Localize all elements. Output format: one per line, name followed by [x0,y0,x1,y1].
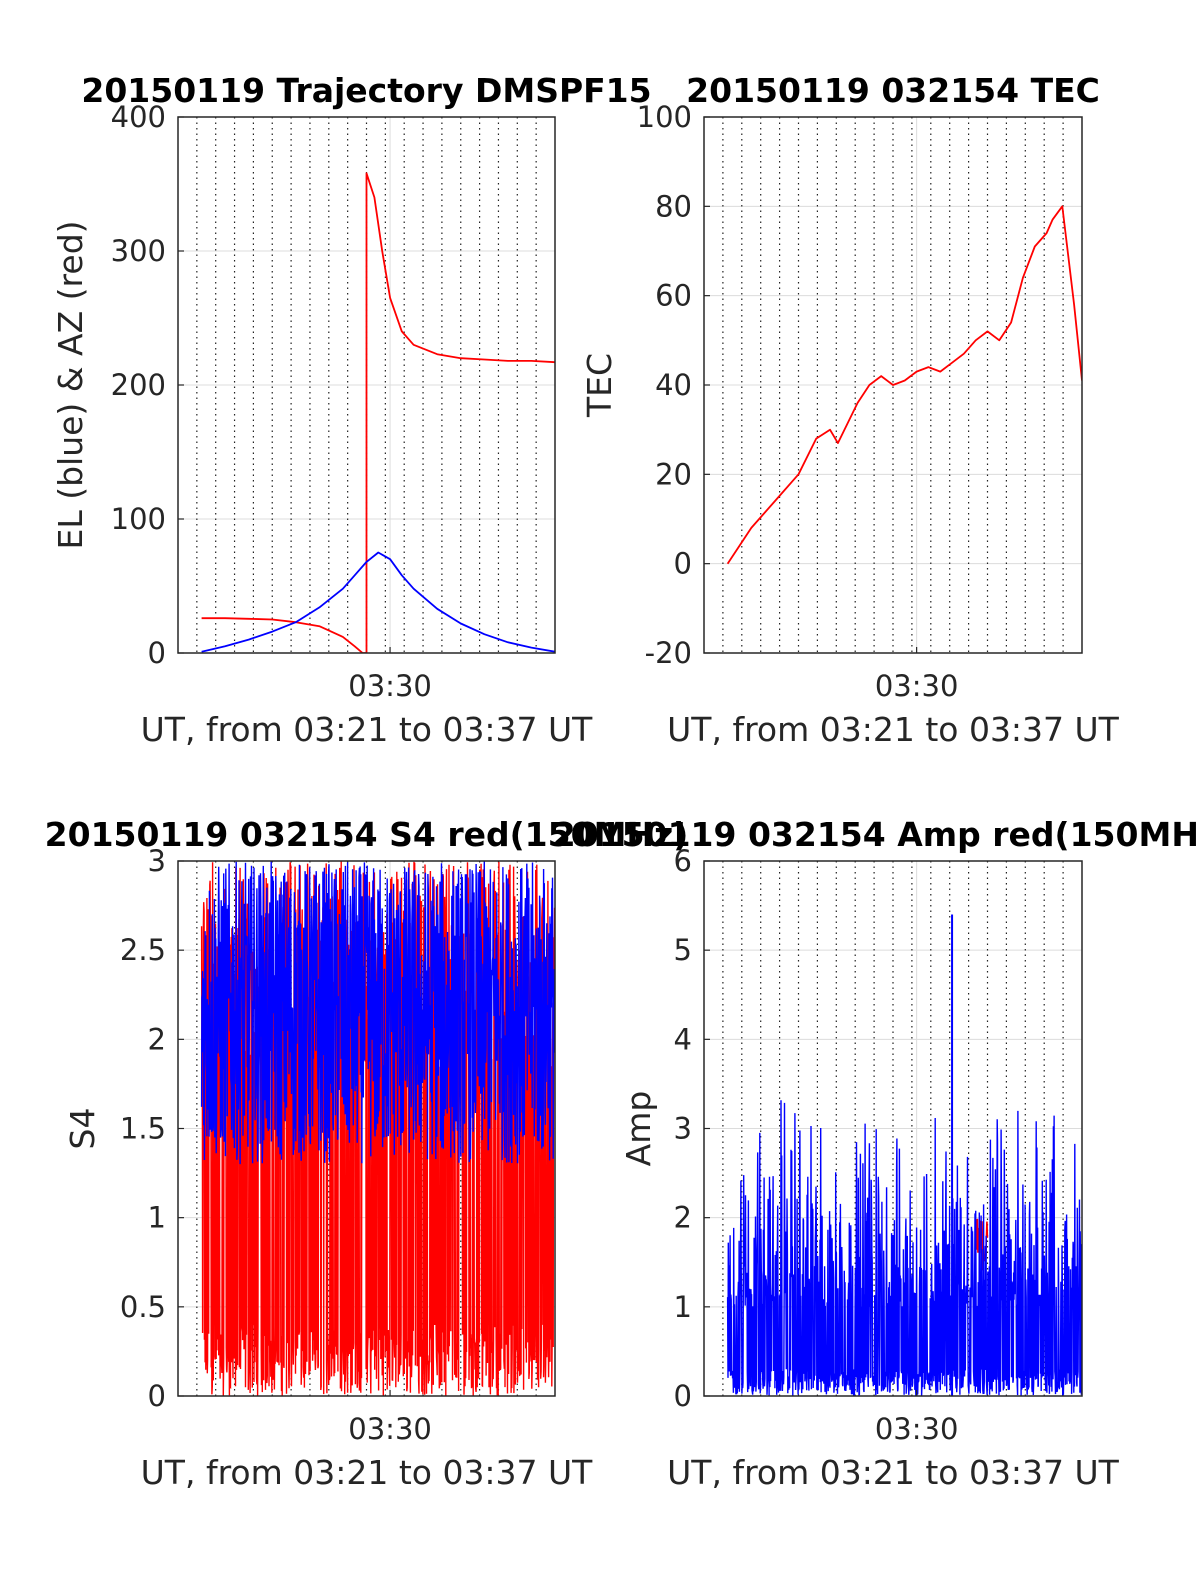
y-tick-label: 200 [111,368,166,402]
y-tick-label: 400 [111,100,166,134]
series-group [726,914,1082,1396]
y-tick-label: 6 [674,844,692,878]
chart-title: 20150119 032154 TEC [686,71,1100,110]
y-tick-label: 0 [148,636,166,670]
y-tick-label: 2 [148,1022,166,1056]
y-tick-label: 20 [655,457,692,491]
y-axis-label: S4 [63,1108,102,1150]
x-axis-label: UT, from 03:21 to 03:37 UT [141,1453,594,1492]
series-line-1 [726,205,1082,565]
x-axis-label: UT, from 03:21 to 03:37 UT [667,1453,1120,1492]
y-tick-label: 1.5 [120,1112,166,1146]
chart-title: 20150119 032154 Amp red(150MHz) [553,815,1200,854]
series-group [200,861,555,1396]
y-tick-label: 1 [148,1201,166,1235]
series-line-1 [201,172,555,653]
y-tick-label: 40 [655,368,692,402]
chart-panel-2: -20 0 20 40 60 80 100 03:30 UT, from 03:21 to 03… [580,71,1120,749]
y-tick-label: 1 [674,1290,692,1324]
y-tick-label: 5 [674,933,692,967]
y-tick-label: 2.5 [120,933,166,967]
x-tick-label: 03:30 [875,669,959,703]
series-line-2 [201,551,555,653]
series-group [201,172,555,653]
noise-series-2 [726,1100,1082,1396]
x-axis-label: UT, from 03:21 to 03:37 UT [141,710,594,749]
y-tick-label: 3 [674,1112,692,1146]
y-tick-label: 80 [655,189,692,223]
x-tick-label: 03:30 [348,669,432,703]
x-tick-label: 03:30 [348,1412,432,1446]
y-tick-label: 100 [637,100,692,134]
y-axis-label: Amp [619,1091,658,1167]
chart-title: 20150119 Trajectory DMSPF15 [81,71,651,110]
chart-title: 20150119 032154 S4 red(150MHz) [45,815,689,854]
y-tick-label: 0 [674,1379,692,1413]
noise-series-2 [200,861,555,1165]
chart-panel-4: 0 1 2 3 4 5 6 03:30 UT, from 03:21 to 03:37 UT Am… [553,815,1200,1492]
y-tick-label: 4 [674,1022,692,1056]
chart-panel-1: 0 100 200 300 400 03:30 UT, from 03:21 to 03:3… [51,71,652,749]
y-tick-label: 300 [111,234,166,268]
x-tick-label: 03:30 [875,1412,959,1446]
chart-panel-3: 0 0.5 1 1.5 2 2.5 3 03:30 UT, from 03:21 to 03:3… [45,815,689,1492]
y-tick-label: 2 [674,1201,692,1235]
y-axis-label: EL (blue) & AZ (red) [51,220,90,549]
x-axis-label: UT, from 03:21 to 03:37 UT [667,710,1120,749]
y-tick-label: 0 [148,1379,166,1413]
y-axis-label: TEC [580,353,619,418]
y-tick-label: 3 [148,844,166,878]
y-tick-label: -20 [645,636,692,670]
y-tick-label: 0 [674,547,692,581]
y-tick-label: 60 [655,279,692,313]
y-tick-label: 100 [111,502,166,536]
y-tick-label: 0.5 [120,1290,166,1324]
